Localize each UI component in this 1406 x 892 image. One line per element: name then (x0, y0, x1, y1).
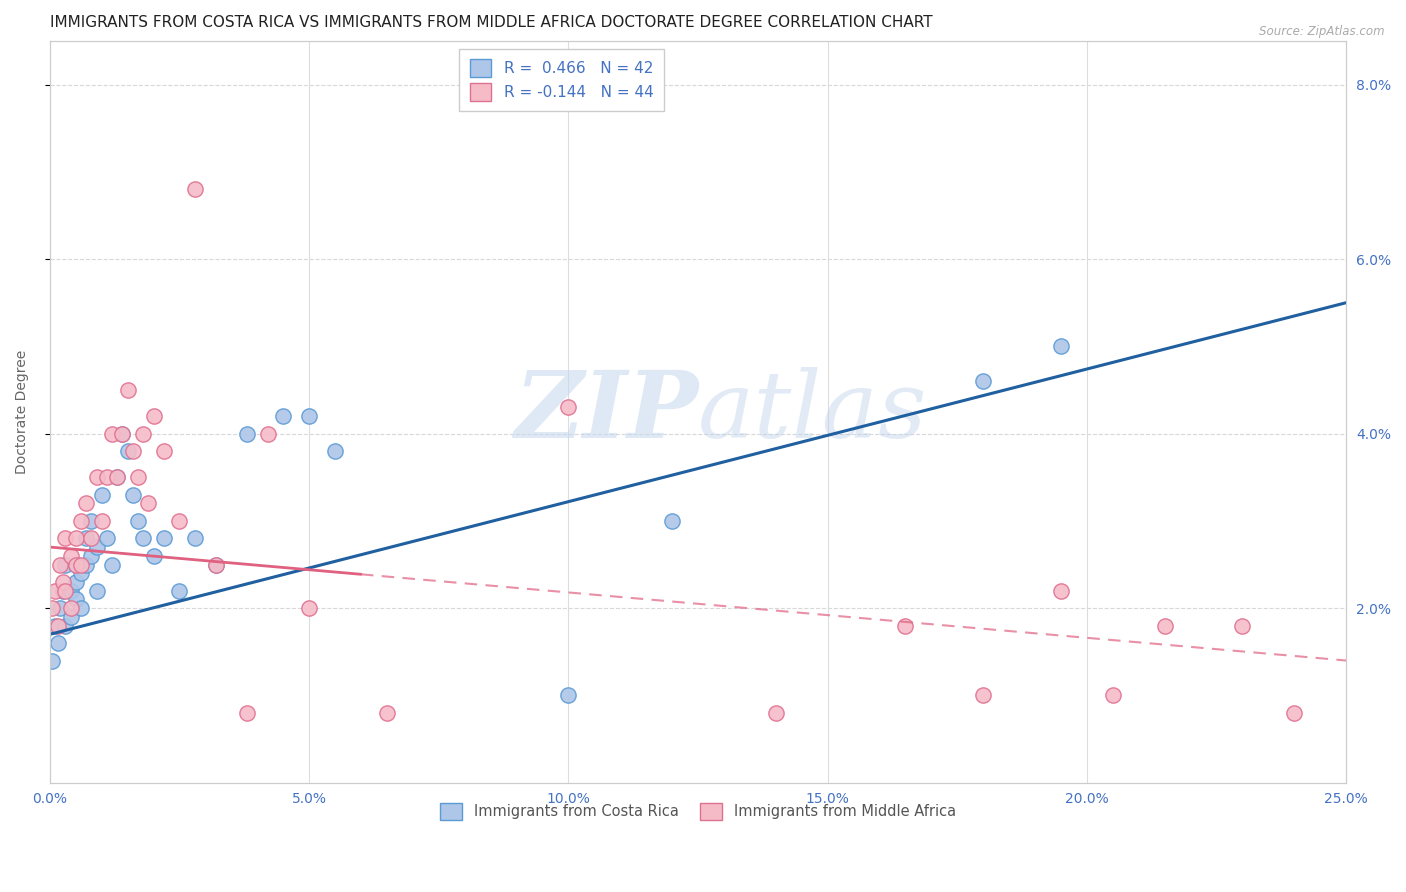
Point (55, 618, 77, 632)
Text: ZIP: ZIP (513, 367, 697, 457)
Point (59, 601, 82, 615)
Point (44, 583, 66, 598)
Point (169, 583, 191, 598)
Point (184, 182, 207, 196)
Point (1050, 583, 1073, 598)
Point (41, 653, 63, 667)
Point (70, 566, 93, 581)
Point (86, 540, 108, 554)
Point (894, 618, 917, 632)
Text: Source: ZipAtlas.com: Source: ZipAtlas.com (1260, 25, 1385, 38)
Point (1050, 339, 1073, 353)
Point (65, 558, 87, 572)
Point (46, 636, 69, 650)
Point (298, 601, 321, 615)
Point (65, 532, 87, 546)
Point (153, 532, 176, 546)
Point (169, 514, 191, 528)
Point (44, 618, 66, 632)
Point (153, 444, 176, 458)
Point (557, 401, 579, 415)
Point (204, 558, 226, 572)
Point (765, 706, 787, 720)
Point (111, 426, 134, 441)
Point (70, 601, 93, 615)
Point (55, 558, 77, 572)
Point (52, 583, 75, 598)
Point (132, 532, 155, 546)
Point (70, 558, 93, 572)
Point (298, 409, 321, 424)
Point (80, 514, 103, 528)
Point (96, 470, 118, 484)
Point (127, 470, 149, 484)
Point (86, 470, 108, 484)
Point (661, 514, 683, 528)
Point (59, 583, 82, 598)
Point (138, 496, 160, 510)
Point (1284, 706, 1306, 720)
Point (86, 583, 108, 598)
Point (90, 514, 112, 528)
Point (59, 549, 82, 563)
Y-axis label: Doctorate Degree: Doctorate Degree (15, 350, 30, 474)
Point (80, 532, 103, 546)
Point (271, 409, 294, 424)
Point (59, 610, 82, 624)
Point (972, 689, 994, 703)
Point (1153, 618, 1175, 632)
Point (46, 618, 69, 632)
Point (972, 374, 994, 388)
Point (142, 549, 165, 563)
Point (132, 426, 155, 441)
Point (121, 444, 143, 458)
Point (323, 444, 346, 458)
Point (49, 558, 72, 572)
Point (127, 514, 149, 528)
Point (75, 558, 97, 572)
Point (121, 488, 143, 502)
Point (65, 558, 87, 572)
Point (75, 496, 97, 510)
Point (80, 549, 103, 563)
Point (236, 426, 259, 441)
Point (236, 706, 259, 720)
Legend: Immigrants from Costa Rica, Immigrants from Middle Africa: Immigrants from Costa Rica, Immigrants f… (433, 796, 963, 827)
Point (1101, 689, 1123, 703)
Point (204, 558, 226, 572)
Point (49, 601, 72, 615)
Text: IMMIGRANTS FROM COSTA RICA VS IMMIGRANTS FROM MIDDLE AFRICA DOCTORATE DEGREE COR: IMMIGRANTS FROM COSTA RICA VS IMMIGRANTS… (49, 15, 932, 30)
Point (90, 488, 112, 502)
Point (101, 426, 124, 441)
Point (75, 532, 97, 546)
Point (256, 426, 278, 441)
Point (557, 689, 579, 703)
Point (375, 706, 398, 720)
Point (70, 514, 93, 528)
Point (111, 426, 134, 441)
Point (41, 601, 63, 615)
Point (101, 558, 124, 572)
Point (1232, 618, 1254, 632)
Point (55, 583, 77, 598)
Point (65, 574, 87, 589)
Point (52, 574, 75, 589)
Point (65, 592, 87, 607)
Point (117, 444, 139, 458)
Point (55, 532, 77, 546)
Point (105, 470, 128, 484)
Point (117, 383, 139, 397)
Point (184, 532, 207, 546)
Text: atlas: atlas (697, 367, 928, 457)
Point (96, 532, 118, 546)
Point (105, 470, 128, 484)
Point (142, 409, 165, 424)
